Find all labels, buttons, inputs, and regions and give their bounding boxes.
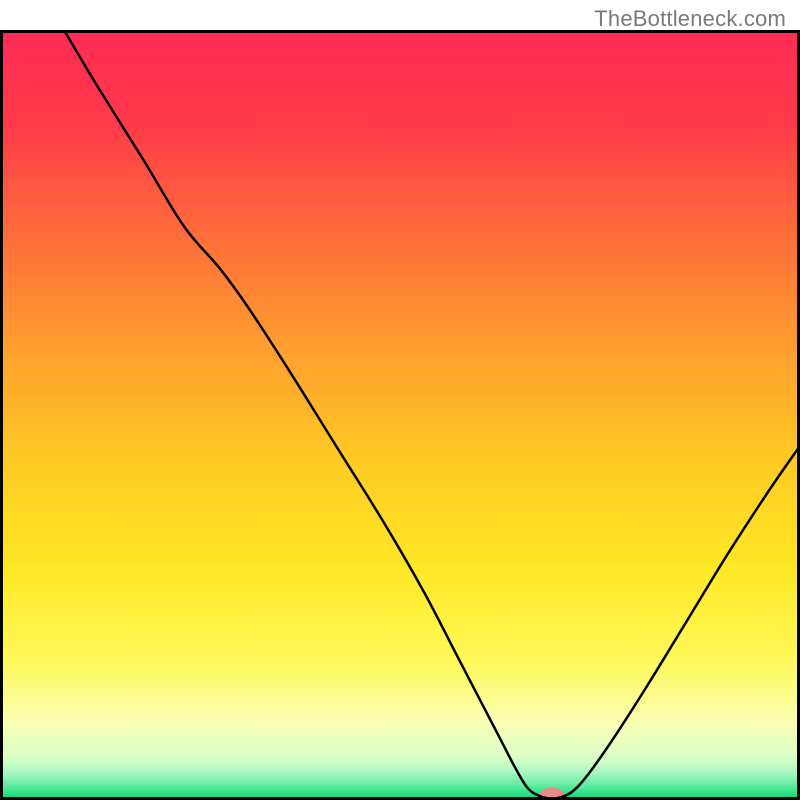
bottleneck-chart	[0, 30, 800, 800]
chart-container: TheBottleneck.com	[0, 0, 800, 800]
chart-background	[0, 30, 800, 800]
watermark-text: TheBottleneck.com	[594, 6, 786, 32]
